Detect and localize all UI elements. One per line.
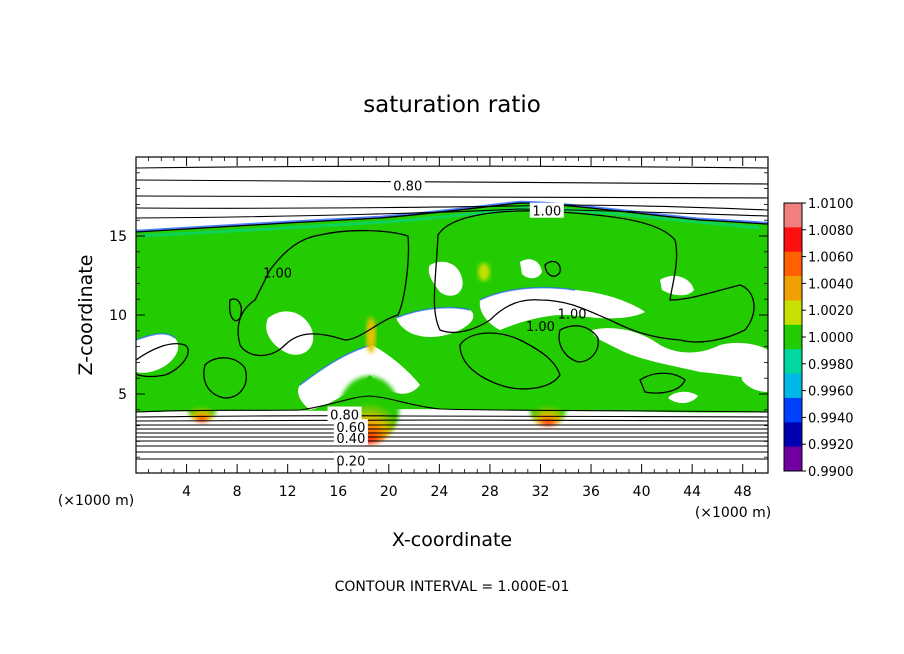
contour-label-bg xyxy=(390,177,425,193)
cyan-fringe xyxy=(139,206,761,238)
colorbar: 1.0100 1.0080 1.0060 1.0040 1.0020 1.0000 0.99… xyxy=(783,197,854,480)
x-tick-label: 44 xyxy=(683,484,701,500)
colorbar-swatch xyxy=(784,300,802,326)
colorbar-swatch xyxy=(784,227,802,253)
colorbar-label: 0.9960 xyxy=(808,385,854,400)
contour-interval-note: CONTOUR INTERVAL = 1.000E-01 xyxy=(335,579,570,595)
colorbar-swatch xyxy=(784,251,802,277)
colorbar-label: 0.9980 xyxy=(808,358,854,373)
x-tick-label: 32 xyxy=(532,484,550,500)
colorbar-swatch xyxy=(784,324,802,350)
y-axis-label: Z-coordinate xyxy=(75,255,97,376)
colorbar-label: 1.0020 xyxy=(808,304,854,319)
colorbar-label: 1.0000 xyxy=(808,331,854,346)
hotspot-x18-upper xyxy=(366,317,376,353)
contour-label: 0.80 xyxy=(393,179,422,194)
x-tick-label: 12 xyxy=(279,484,297,500)
contour-label: 1.00 xyxy=(263,266,292,281)
contour-label: 1.00 xyxy=(558,307,587,322)
upper-edge-band xyxy=(136,200,768,233)
y-axis-ticks: 5 10 15 xyxy=(109,172,768,458)
x-tick-label: 24 xyxy=(430,484,448,500)
y-tick-label: 10 xyxy=(109,308,127,324)
colorbar-swatch xyxy=(784,446,802,472)
x-tick-label: 8 xyxy=(233,484,242,500)
x-tick-label: 28 xyxy=(481,484,499,500)
z-unit-label: (×1000 m) xyxy=(58,493,134,509)
colorbar-swatch xyxy=(784,276,802,301)
contour-label: 0.20 xyxy=(336,454,365,469)
contour-1-00-lines xyxy=(136,202,768,399)
colorbar-swatch xyxy=(784,373,802,399)
contour-label-backgrounds xyxy=(327,177,564,468)
plot-field: 0.801.001.001.001.000.800.600.400.20 xyxy=(136,165,768,469)
contour-label: 1.00 xyxy=(526,320,555,335)
x-axis-ticks: 4 8 12 16 20 24 28 32 36 40 44 48 xyxy=(148,157,756,500)
chart-title: saturation ratio xyxy=(363,92,541,118)
colorbar-swatch xyxy=(784,397,802,423)
lower-contours xyxy=(136,395,768,460)
contour-label-bg xyxy=(529,202,564,218)
colorbar-label: 1.0100 xyxy=(808,197,854,212)
x-axis-label: X-coordinate xyxy=(392,529,512,551)
x-tick-label: 48 xyxy=(734,484,752,500)
x-tick-label: 16 xyxy=(329,484,347,500)
contour-labels: 0.801.001.001.001.000.800.600.400.20 xyxy=(263,179,586,469)
y-tick-label: 5 xyxy=(118,387,127,403)
contour-label-bg xyxy=(333,452,368,468)
colorbar-swatch xyxy=(784,422,802,448)
colorbar-swatch xyxy=(784,349,802,375)
x-tick-label: 36 xyxy=(582,484,600,500)
contour-label: 0.40 xyxy=(336,432,365,447)
colorbar-label: 1.0080 xyxy=(808,224,854,239)
y-tick-label: 15 xyxy=(109,229,127,245)
colorbar-label: 0.9940 xyxy=(808,411,854,426)
colorbar-label: 1.0040 xyxy=(808,277,854,292)
hotspot-x26 xyxy=(478,263,490,281)
contour-label: 0.80 xyxy=(330,409,359,424)
colorbar-label: 0.9900 xyxy=(808,465,854,480)
x-unit-label: (×1000 m) xyxy=(695,505,771,521)
contour-label-bg xyxy=(327,406,362,422)
contour-label: 1.00 xyxy=(532,205,561,220)
x-tick-label: 4 xyxy=(182,484,191,500)
x-tick-label: 20 xyxy=(380,484,398,500)
colorbar-label: 0.9920 xyxy=(808,438,854,453)
colorbar-swatch xyxy=(784,203,802,228)
dry-pockets xyxy=(136,259,768,410)
contour-label: 0.60 xyxy=(336,421,365,436)
contour-label-bg xyxy=(333,430,368,446)
x-tick-label: 40 xyxy=(633,484,651,500)
colorbar-label: 1.0060 xyxy=(808,251,854,266)
